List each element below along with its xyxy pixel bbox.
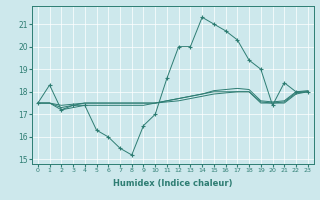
X-axis label: Humidex (Indice chaleur): Humidex (Indice chaleur) xyxy=(113,179,233,188)
